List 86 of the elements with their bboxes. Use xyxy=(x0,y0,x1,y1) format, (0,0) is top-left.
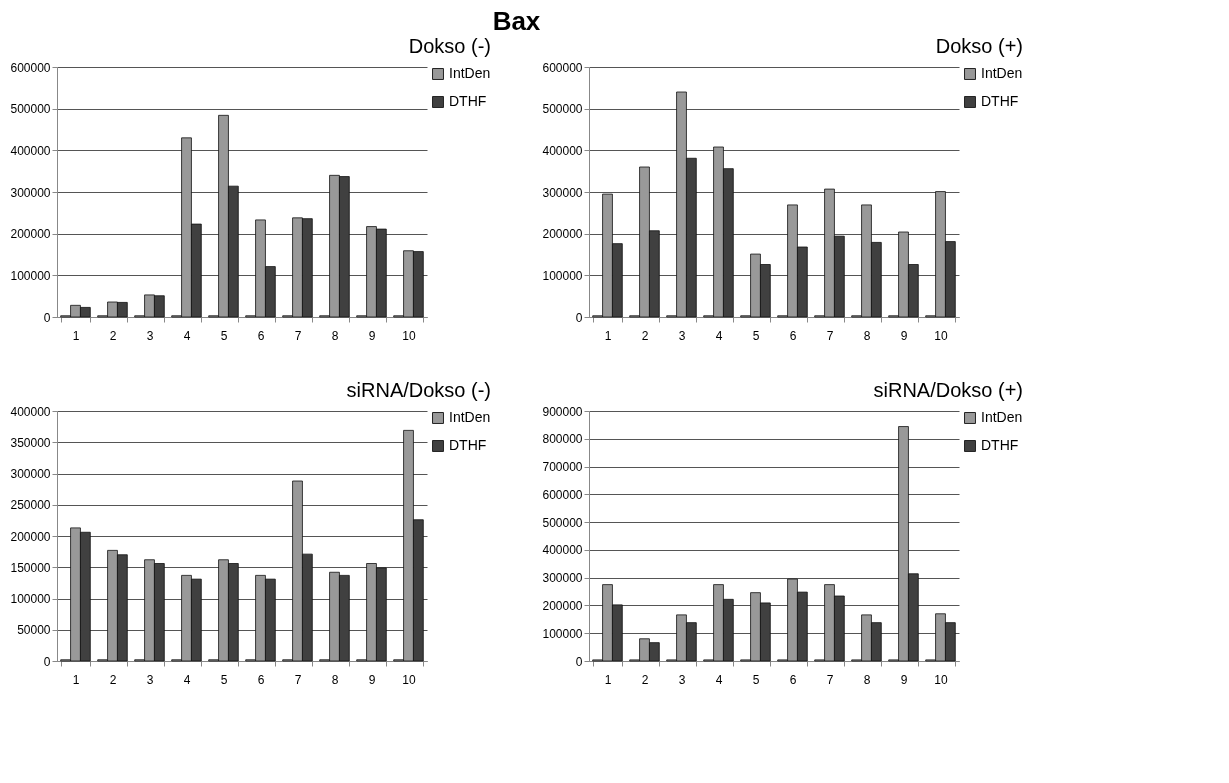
y-tick-label: 200000 xyxy=(10,227,51,242)
y-tick-label: 700000 xyxy=(542,460,583,475)
x-tick-label: 2 xyxy=(641,672,649,687)
y-tick-label: 150000 xyxy=(10,560,51,575)
y-tick-label: 400000 xyxy=(542,543,583,558)
x-tick-label: 7 xyxy=(294,672,302,687)
y-tick-label: 500000 xyxy=(10,102,51,117)
y-tick-label: 400000 xyxy=(542,143,583,158)
y-tick-label: 0 xyxy=(575,310,583,325)
y-tick-label: 400000 xyxy=(10,143,51,158)
x-tick-label: 6 xyxy=(789,328,797,343)
legend-label: DTHF xyxy=(449,437,487,453)
x-tick-label: 7 xyxy=(826,672,834,687)
legend-label: IntDen xyxy=(981,409,1023,425)
y-tick-label: 400000 xyxy=(10,404,51,419)
x-tick-label: 2 xyxy=(109,328,117,343)
chart-title: Dokso (-) xyxy=(408,35,491,57)
x-tick-label: 9 xyxy=(368,672,376,687)
x-tick-label: 4 xyxy=(183,328,191,343)
x-tick-label: 6 xyxy=(789,672,797,687)
y-tick-label: 300000 xyxy=(10,185,51,200)
x-tick-label: 4 xyxy=(715,328,723,343)
chart-title: siRNA/Dokso (-) xyxy=(346,379,491,401)
chart-title: Dokso (+) xyxy=(935,35,1023,57)
x-tick-label: 1 xyxy=(72,672,80,687)
chart-title: siRNA/Dokso (+) xyxy=(873,379,1023,401)
x-tick-label: 1 xyxy=(604,328,612,343)
x-tick-label: 8 xyxy=(863,328,871,343)
y-tick-label: 0 xyxy=(43,310,51,325)
x-tick-label: 8 xyxy=(331,328,339,343)
x-tick-label: 5 xyxy=(220,672,228,687)
x-tick-label: 1 xyxy=(72,328,80,343)
y-tick-label: 200000 xyxy=(542,227,583,242)
x-tick-label: 5 xyxy=(752,328,760,343)
y-tick-label: 600000 xyxy=(542,487,583,502)
legend-label: IntDen xyxy=(449,65,491,81)
x-tick-label: 8 xyxy=(331,672,339,687)
x-tick-label: 6 xyxy=(257,328,265,343)
x-tick-label: 3 xyxy=(146,672,154,687)
legend-label: IntDen xyxy=(449,409,491,425)
x-tick-label: 4 xyxy=(183,672,191,687)
x-tick-label: 3 xyxy=(146,328,154,343)
x-tick-label: 2 xyxy=(109,672,117,687)
y-tick-label: 200000 xyxy=(542,598,583,613)
legend-label: DTHF xyxy=(449,93,487,109)
x-tick-label: 3 xyxy=(678,328,686,343)
legend-label: DTHF xyxy=(981,437,1019,453)
x-tick-label: 10 xyxy=(402,328,416,343)
y-tick-label: 900000 xyxy=(542,404,583,419)
y-tick-label: 0 xyxy=(43,654,51,669)
x-tick-label: 9 xyxy=(900,672,908,687)
x-tick-label: 9 xyxy=(900,328,908,343)
y-tick-label: 100000 xyxy=(542,268,583,283)
x-tick-label: 3 xyxy=(678,672,686,687)
y-tick-label: 50000 xyxy=(17,623,51,638)
y-tick-label: 600000 xyxy=(542,60,583,75)
legend-label: IntDen xyxy=(981,65,1023,81)
x-tick-label: 4 xyxy=(715,672,723,687)
y-tick-label: 300000 xyxy=(542,571,583,586)
x-tick-label: 10 xyxy=(934,672,948,687)
y-tick-label: 500000 xyxy=(542,515,583,530)
x-tick-label: 8 xyxy=(863,672,871,687)
x-tick-label: 7 xyxy=(294,328,302,343)
x-tick-label: 5 xyxy=(220,328,228,343)
x-tick-label: 7 xyxy=(826,328,834,343)
y-tick-label: 250000 xyxy=(10,498,51,513)
x-tick-label: 10 xyxy=(934,328,948,343)
y-tick-label: 100000 xyxy=(10,268,51,283)
y-tick-label: 500000 xyxy=(542,102,583,117)
y-tick-label: 350000 xyxy=(10,435,51,450)
y-tick-label: 300000 xyxy=(542,185,583,200)
x-tick-label: 10 xyxy=(402,672,416,687)
legend-label: DTHF xyxy=(981,93,1019,109)
y-tick-label: 600000 xyxy=(10,60,51,75)
x-tick-label: 6 xyxy=(257,672,265,687)
y-tick-label: 100000 xyxy=(542,626,583,641)
x-tick-label: 5 xyxy=(752,672,760,687)
x-tick-label: 9 xyxy=(368,328,376,343)
y-tick-label: 100000 xyxy=(10,592,51,606)
y-tick-label: 0 xyxy=(575,654,583,669)
x-tick-label: 2 xyxy=(641,328,649,343)
text: Bax xyxy=(492,6,541,36)
y-tick-label: 200000 xyxy=(10,529,51,544)
y-tick-label: 300000 xyxy=(10,467,51,481)
y-tick-label: 800000 xyxy=(542,432,583,447)
x-tick-label: 1 xyxy=(604,672,612,687)
